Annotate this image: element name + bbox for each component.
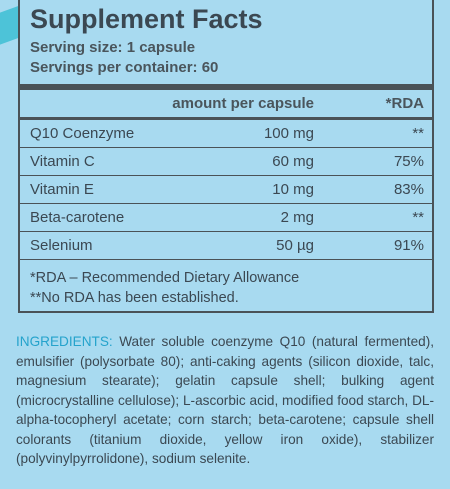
cell: Beta-carotene	[30, 209, 125, 226]
footnotes: *RDA – Recommended Dietary Allowance **N…	[20, 260, 432, 308]
cell: 100 mg	[263, 125, 314, 142]
table-body: Q10 Coenzyme 100 mg ** Vitamin C 60 mg 75% Vit…	[20, 120, 432, 260]
table-row: Q10 Coenzyme 100 mg **	[20, 120, 432, 148]
cell: 75%	[393, 153, 424, 170]
column-header: amount per capsule	[172, 95, 314, 112]
table-row: Vitamin E 10 mg 83%	[20, 176, 432, 204]
servings: Servings per container: 60	[30, 59, 219, 76]
cell: Vitamin C	[30, 153, 95, 170]
title: Supplement Facts	[30, 4, 263, 34]
cell: Q10 Coenzyme	[30, 125, 135, 142]
cell: 60 mg	[272, 153, 314, 170]
cell: **	[412, 209, 424, 226]
table-row: Vitamin C 60 mg 75%	[20, 148, 432, 176]
divider	[20, 84, 432, 90]
table-row: Beta-carotene 2 mg **	[20, 204, 432, 232]
footnote: **No RDA has been established.	[30, 290, 239, 306]
serving-size: Serving size: 1 capsule	[30, 39, 196, 56]
cell: 50 µg	[276, 237, 314, 254]
cell: 10 mg	[272, 181, 314, 198]
facts-panel: Supplement Facts Serving size: 1 capsule…	[18, 0, 434, 313]
cell: Vitamin E	[30, 181, 94, 198]
cell: 83%	[393, 181, 424, 198]
table-header: amount per capsule *RDA	[20, 90, 432, 120]
cell: **	[412, 125, 424, 142]
cell: 91%	[393, 237, 424, 254]
table-row: Selenium 50 µg 91%	[20, 232, 432, 260]
ingredients: INGREDIENTS: Water soluble coenzyme Q10 …	[16, 332, 434, 469]
cell: Selenium	[30, 237, 93, 254]
footnote: *RDA – Recommended Dietary Allowance	[30, 270, 300, 286]
column-header: *RDA	[385, 95, 424, 112]
ingredients-text: Water soluble coenzyme Q10 (natural ferm…	[16, 334, 434, 466]
ingredients-label: INGREDIENTS:	[16, 334, 113, 349]
cell: 2 mg	[280, 209, 314, 226]
